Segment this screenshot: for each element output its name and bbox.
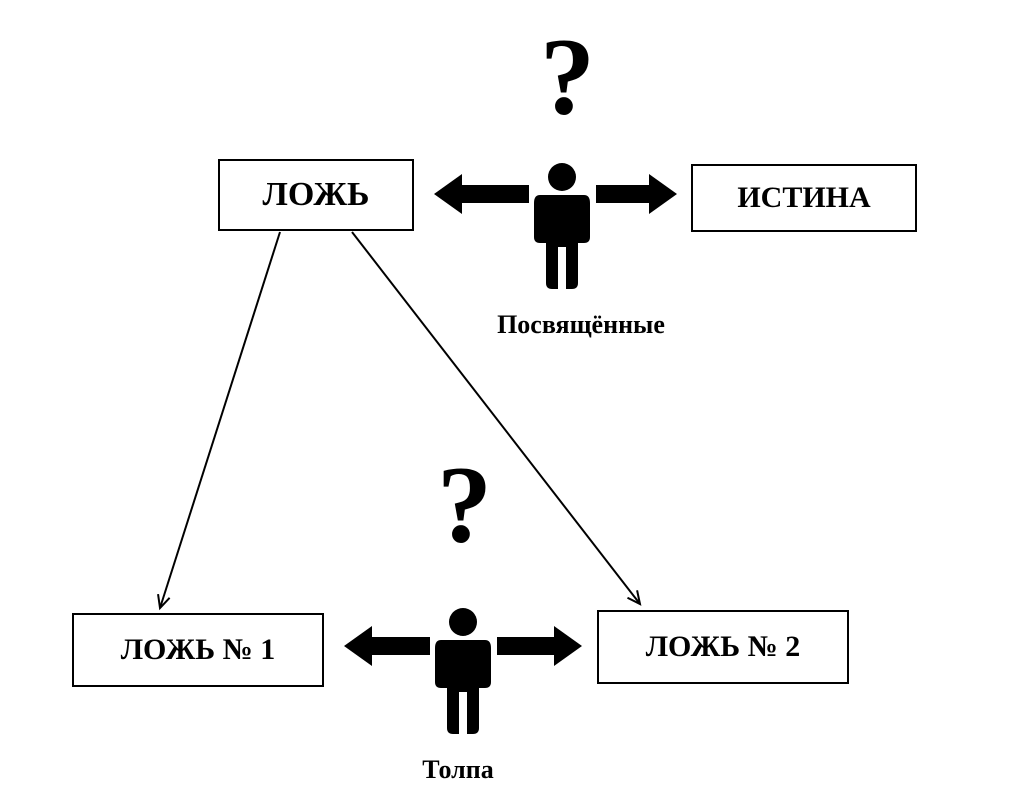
box-lie: ЛОЖЬ [218,159,414,231]
arrow-left-icon [434,174,529,214]
box-lie-2-label: ЛОЖЬ № 2 [646,630,801,664]
label-initiated: Посвящённые [471,310,691,340]
thin-arrow-icon [158,232,280,608]
label-crowd: Толпа [378,755,538,785]
box-truth-label: ИСТИНА [737,181,870,215]
diagram-canvas: ЛОЖЬ ИСТИНА ЛОЖЬ № 1 ЛОЖЬ № 2 Посвящённы… [0,0,1024,806]
box-lie-label: ЛОЖЬ [262,176,369,214]
thin-arrow-icon [352,232,640,604]
box-lie-1: ЛОЖЬ № 1 [72,613,324,687]
arrow-right-icon [596,174,677,214]
question-mark-icon: ? [437,444,492,566]
box-lie-1-label: ЛОЖЬ № 1 [121,633,276,667]
person-icon [435,608,491,734]
question-mark-icon: ? [540,16,595,138]
arrow-right-icon [497,626,582,666]
person-icon [534,163,590,289]
arrow-left-icon [344,626,430,666]
box-lie-2: ЛОЖЬ № 2 [597,610,849,684]
box-truth: ИСТИНА [691,164,917,232]
